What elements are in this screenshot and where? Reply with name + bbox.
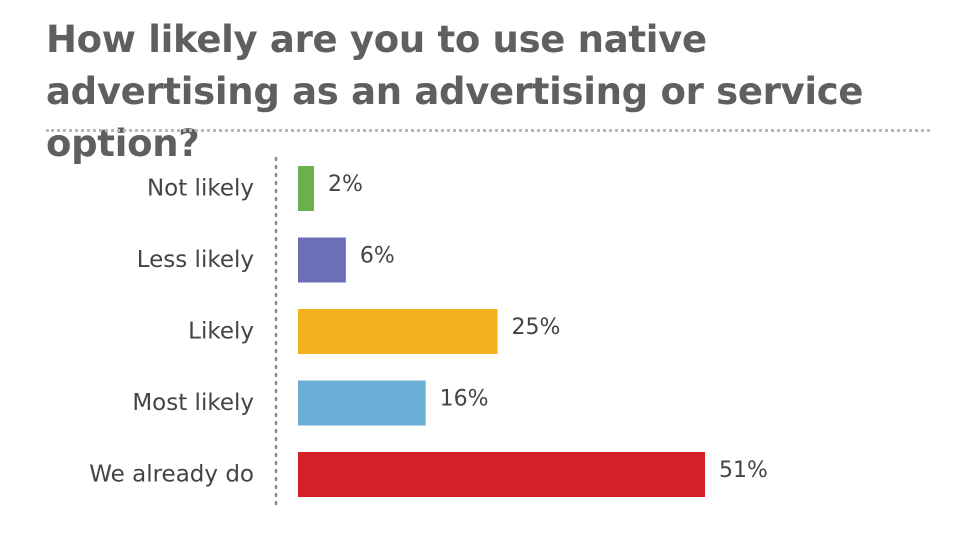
value-label-likely: 25% xyxy=(512,315,561,340)
value-label-less-likely: 6% xyxy=(360,244,395,269)
bar-most-likely xyxy=(298,380,426,426)
value-label-not-likely: 2% xyxy=(328,172,363,197)
category-label-likely: Likely xyxy=(188,319,254,345)
value-label-we-already-do: 51% xyxy=(719,458,768,483)
category-label-most-likely: Most likely xyxy=(132,390,254,416)
category-label-not-likely: Not likely xyxy=(147,176,254,202)
bar-not-likely xyxy=(298,166,314,211)
bar-less-likely xyxy=(298,237,346,283)
category-label-we-already-do: We already do xyxy=(89,462,254,488)
category-label-less-likely: Less likely xyxy=(137,247,254,273)
bar-likely xyxy=(298,309,498,354)
title-divider xyxy=(46,129,930,132)
bar-we-already-do xyxy=(298,452,705,497)
value-label-most-likely: 16% xyxy=(440,387,489,412)
bars-layer: Not likely 2% Less likely 6% Likely 25% Most l… xyxy=(89,166,768,497)
chart-title: How likely are you to use native adverti… xyxy=(46,18,864,165)
